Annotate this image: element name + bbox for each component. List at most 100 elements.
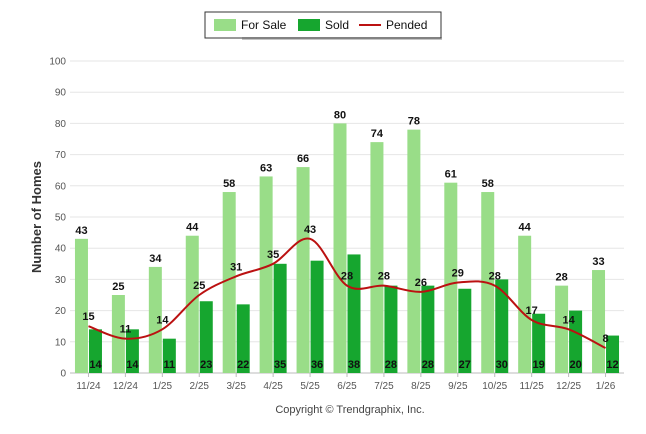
x-tick-label: 4/25 (263, 381, 283, 392)
data-label-for-sale: 80 (334, 109, 346, 121)
data-label-for-sale: 61 (445, 169, 457, 181)
x-tick-label: 3/25 (226, 381, 246, 392)
bars (74, 123, 620, 374)
x-tick-label: 7/25 (374, 381, 394, 392)
data-label-for-sale: 28 (555, 272, 567, 284)
data-label-for-sale: 58 (223, 178, 235, 190)
bar-for-sale (259, 176, 273, 373)
data-label-sold: 23 (200, 359, 212, 371)
bar-for-sale (148, 266, 162, 373)
bar-for-sale (592, 270, 606, 373)
data-label-pended: 14 (562, 314, 575, 326)
x-tick-label: 9/25 (448, 381, 468, 392)
bar-for-sale (222, 192, 236, 373)
y-tick-label: 70 (55, 150, 67, 161)
y-tick-label: 60 (55, 181, 67, 192)
data-label-sold: 30 (496, 359, 508, 371)
legend-label-for-sale: For Sale (241, 18, 287, 32)
bar-sold (88, 329, 102, 373)
bar-for-sale (518, 235, 532, 373)
data-label-sold: 19 (533, 359, 545, 371)
data-label-for-sale: 44 (186, 222, 199, 234)
bar-for-sale (185, 235, 199, 373)
data-label-for-sale: 58 (482, 178, 494, 190)
y-tick-label: 20 (55, 306, 67, 317)
copyright-footer: Copyright © Trendgraphix, Inc. (275, 404, 424, 416)
data-label-sold: 12 (606, 359, 618, 371)
data-label-pended: 17 (526, 305, 538, 317)
data-label-pended: 8 (602, 333, 608, 345)
bar-sold (532, 313, 546, 373)
bar-for-sale (555, 285, 569, 373)
data-label-pended: 14 (156, 314, 169, 326)
bar-sold (310, 260, 324, 373)
bar-sold (199, 301, 213, 373)
x-axis-ticks: 11/24 12/24 1/25 2/25 3/25 4/25 5/25 6/25 7/25 8/… (76, 373, 616, 392)
y-axis-label: Number of Homes (29, 161, 44, 273)
x-tick-label: 11/25 (520, 381, 545, 392)
bar-for-sale (74, 238, 88, 373)
legend: For Sale Sold Pended (204, 11, 442, 40)
bar-sold (421, 285, 435, 373)
bar-sold (125, 329, 139, 373)
data-label-sold: 28 (422, 359, 434, 371)
legend-box (204, 11, 442, 39)
gridlines (70, 60, 624, 374)
data-label-sold: 20 (569, 359, 581, 371)
data-label-for-sale: 25 (112, 281, 124, 293)
data-label-pended: 31 (230, 261, 242, 273)
x-tick-label: 12/25 (556, 381, 581, 392)
y-tick-label: 30 (55, 275, 67, 286)
x-tick-label: 5/25 (300, 381, 320, 392)
x-tick-label: 6/25 (337, 381, 357, 392)
data-label-sold: 36 (311, 359, 323, 371)
data-label-sold: 14 (89, 359, 102, 371)
data-label-pended: 28 (378, 271, 390, 283)
data-label-for-sale: 74 (371, 128, 384, 140)
data-label-pended: 26 (415, 277, 427, 289)
data-label-for-sale: 66 (297, 153, 309, 165)
bar-sold (495, 279, 509, 373)
x-tick-label: 1/25 (153, 381, 173, 392)
y-axis-ticks: 0 10 20 30 40 50 60 70 80 90 100 (49, 57, 66, 380)
bar-for-sale (333, 123, 347, 374)
data-label-sold: 38 (348, 359, 360, 371)
data-label-for-sale: 63 (260, 162, 272, 174)
bar-sold (384, 285, 398, 373)
data-label-pended: 28 (489, 271, 501, 283)
bar-sold (347, 254, 361, 373)
data-label-pended: 25 (193, 280, 205, 292)
y-tick-label: 90 (55, 88, 67, 99)
bar-sold (236, 304, 250, 373)
data-label-pended: 28 (341, 271, 353, 283)
data-label-sold: 35 (274, 359, 286, 371)
x-tick-label: 2/25 (190, 381, 210, 392)
pended-line (88, 237, 606, 349)
bar-sold (569, 310, 583, 373)
legend-label-sold: Sold (325, 18, 349, 32)
data-label-for-sale: 34 (149, 253, 162, 265)
y-tick-label: 10 (55, 337, 67, 348)
bar-sold (273, 263, 287, 373)
data-label-for-sale: 33 (592, 256, 604, 268)
data-label-pended: 29 (452, 268, 464, 280)
data-label-for-sale: 43 (75, 225, 87, 237)
bar-for-sale (296, 167, 310, 373)
data-label-sold: 22 (237, 359, 249, 371)
legend-shadow (242, 37, 442, 40)
data-label-pended: 35 (267, 249, 279, 261)
y-tick-label: 40 (55, 244, 67, 255)
y-tick-label: 100 (49, 57, 66, 68)
y-tick-label: 50 (55, 213, 67, 224)
data-label-for-sale: 44 (519, 222, 532, 234)
data-label-for-sale: 78 (408, 116, 420, 128)
data-label-sold: 27 (459, 359, 471, 371)
y-tick-label: 0 (60, 369, 66, 380)
x-tick-label: 8/25 (411, 381, 431, 392)
x-tick-label: 1/26 (596, 381, 616, 392)
bar-for-sale (444, 182, 458, 373)
y-tick-label: 80 (55, 119, 67, 130)
data-label-sold: 14 (126, 359, 139, 371)
bar-sold (458, 288, 472, 373)
